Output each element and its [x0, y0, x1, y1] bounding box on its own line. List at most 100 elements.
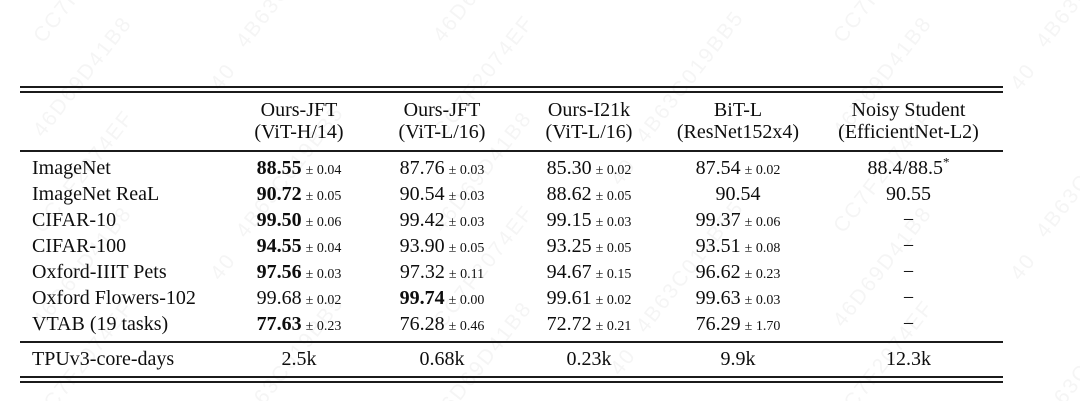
value-cell: 85.30 ± 0.02	[516, 155, 662, 181]
plus-minus-error: ± 0.03	[448, 163, 485, 178]
table-row: CIFAR-10 99.50 ± 0.06 99.42 ± 0.03 99.15 ± 0.0…	[20, 207, 1003, 233]
header-row-label-spacer	[20, 99, 230, 143]
value-cell: −	[814, 259, 1003, 285]
metric-value: 93.90	[399, 235, 445, 257]
plus-minus-error: ± 0.03	[744, 293, 781, 308]
watermark-text: CC7F2074EF	[29, 0, 139, 48]
metric-value: 90.72	[256, 183, 302, 205]
column-header-model: (ResNet152x4)	[676, 121, 800, 143]
metric-value: 87.54	[695, 157, 741, 179]
value-cell: 94.67 ± 0.15	[516, 259, 662, 285]
plus-minus-error: ± 0.02	[305, 293, 342, 308]
watermark-text: 4B63C019BB5	[1031, 101, 1080, 243]
metric-value: 77.63	[256, 313, 302, 335]
metric-value: 99.61	[546, 287, 592, 309]
table-footer-row: TPUv3-core-days 2.5k 0.68k 0.23k 9.9k 12.3k	[20, 343, 1003, 376]
metric-value: −	[902, 209, 915, 231]
value-cell: 90.54	[662, 181, 814, 207]
watermark-text: 40	[1005, 248, 1041, 285]
value-cell: 99.42 ± 0.03	[368, 207, 516, 233]
value-cell: −	[814, 285, 1003, 311]
value-cell: 93.90 ± 0.05	[368, 233, 516, 259]
footer-label: TPUv3-core-days	[32, 348, 175, 370]
value-cell: 99.50 ± 0.06	[230, 207, 368, 233]
header-bottom-rule	[20, 150, 1003, 152]
plus-minus-error: ± 0.23	[305, 319, 342, 334]
metric-value: 90.55	[886, 183, 931, 205]
plus-minus-error: ± 0.21	[595, 319, 632, 334]
column-header: Ours-I21k (ViT-L/16)	[516, 99, 662, 143]
value-cell: 77.63 ± 0.23	[230, 311, 368, 337]
metric-value: 99.74	[399, 287, 445, 309]
value-cell: 93.51 ± 0.08	[662, 233, 814, 259]
value-cell: 93.25 ± 0.05	[516, 233, 662, 259]
plus-minus-error: ± 0.05	[595, 189, 632, 204]
metric-value: −	[902, 313, 915, 335]
metric-value: 99.63	[695, 287, 741, 309]
table-bottom-rule	[20, 376, 1003, 383]
column-header: Ours-JFT (ViT-L/16)	[368, 99, 516, 143]
watermark-text: 40	[1005, 58, 1041, 95]
column-header: Noisy Student (EfficientNet-L2)	[814, 99, 1003, 143]
plus-minus-error: ± 0.02	[595, 163, 632, 178]
metric-value: −	[902, 287, 915, 309]
metric-value: 94.67	[546, 261, 592, 283]
metric-value: 99.50	[256, 209, 302, 231]
value-cell: 88.62 ± 0.05	[516, 181, 662, 207]
column-header-name: Ours-JFT	[260, 99, 338, 121]
metric-value: −	[902, 261, 915, 283]
plus-minus-error: ± 0.03	[448, 215, 485, 230]
plus-minus-error: ± 0.03	[305, 267, 342, 282]
plus-minus-error: ± 0.03	[595, 215, 632, 230]
value-cell: 97.56 ± 0.03	[230, 259, 368, 285]
value-cell: 72.72 ± 0.21	[516, 311, 662, 337]
table-row: ImageNet 88.55 ± 0.04 87.76 ± 0.03 85.30 ± 0.0…	[20, 155, 1003, 181]
table-header-row: Ours-JFT (ViT-H/14) Ours-JFT (ViT-L/16) Ours…	[20, 93, 1003, 150]
column-header-model: (ViT-L/16)	[545, 121, 633, 143]
metric-value: 88.55	[256, 157, 302, 179]
plus-minus-error: ± 0.23	[744, 267, 781, 282]
plus-minus-error: ± 0.04	[305, 163, 342, 178]
metric-value: 76.29	[695, 313, 741, 335]
plus-minus-error: ± 0.00	[448, 293, 485, 308]
plus-minus-error: ± 0.03	[448, 189, 485, 204]
footer-value: 0.68k	[419, 348, 465, 370]
row-label: Oxford-IIIT Pets	[32, 261, 167, 283]
plus-minus-error: ± 1.70	[744, 319, 781, 334]
value-cell: 88.55 ± 0.04	[230, 155, 368, 181]
row-label: Oxford Flowers-102	[32, 287, 196, 309]
column-header-model: (ViT-H/14)	[254, 121, 344, 143]
table-body: ImageNet 88.55 ± 0.04 87.76 ± 0.03 85.30 ± 0.0…	[20, 152, 1003, 341]
column-header-name: Ours-JFT	[403, 99, 481, 121]
value-cell: 76.28 ± 0.46	[368, 311, 516, 337]
metric-value: 76.28	[399, 313, 445, 335]
value-cell: 96.62 ± 0.23	[662, 259, 814, 285]
row-label: CIFAR-100	[32, 235, 127, 257]
watermark-text: CC7F2074EF	[829, 0, 939, 48]
metric-value: 99.15	[546, 209, 592, 231]
value-cell: 99.74 ± 0.00	[368, 285, 516, 311]
footer-value: 2.5k	[281, 348, 317, 370]
metric-value: −	[902, 235, 915, 257]
column-header: Ours-JFT (ViT-H/14)	[230, 99, 368, 143]
watermark-text: 46D69D41B8	[429, 0, 538, 47]
value-cell: 87.76 ± 0.03	[368, 155, 516, 181]
metric-value: 99.42	[399, 209, 445, 231]
value-cell: −	[814, 207, 1003, 233]
table-top-rule	[20, 86, 1003, 93]
plus-minus-error: ± 0.02	[744, 163, 781, 178]
value-cell: 99.15 ± 0.03	[516, 207, 662, 233]
plus-minus-error: ± 0.05	[448, 241, 485, 256]
metric-value: 88.4/88.5	[867, 157, 944, 179]
plus-minus-error: ± 0.15	[595, 267, 632, 282]
value-cell: 90.54 ± 0.03	[368, 181, 516, 207]
value-cell: 88.4/88.5*	[814, 155, 1003, 181]
watermark-text: 4B63C019BB5	[1031, 0, 1080, 53]
asterisk-marker: *	[943, 154, 950, 170]
plus-minus-error: ± 0.06	[305, 215, 342, 230]
plus-minus-error: ± 0.11	[448, 267, 485, 282]
table-row: ImageNet ReaL 90.72 ± 0.05 90.54 ± 0.03 88.62…	[20, 181, 1003, 207]
body-bottom-rule	[20, 341, 1003, 343]
value-cell: 94.55 ± 0.04	[230, 233, 368, 259]
